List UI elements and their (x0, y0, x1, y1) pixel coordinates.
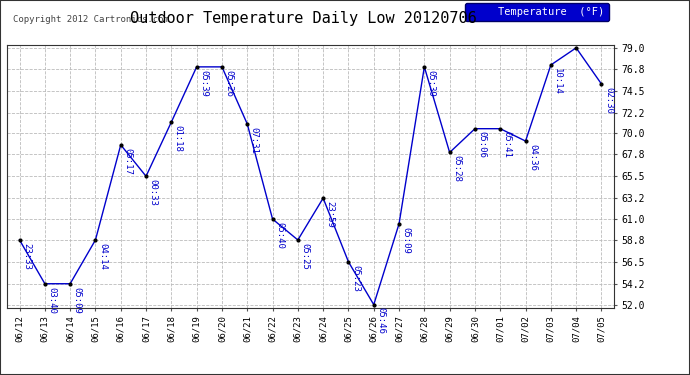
Text: 05:25: 05:25 (300, 243, 309, 270)
Text: 05:28: 05:28 (452, 155, 461, 182)
Text: 05:39: 05:39 (199, 70, 208, 96)
Text: 01:18: 01:18 (174, 125, 183, 152)
Text: 23:33: 23:33 (22, 243, 31, 270)
Text: 05:09: 05:09 (72, 286, 81, 314)
Text: 05:06: 05:06 (477, 132, 486, 158)
Text: 05:41: 05:41 (503, 132, 512, 158)
Text: 10:14: 10:14 (553, 68, 562, 94)
Text: 05:46: 05:46 (376, 308, 385, 334)
Text: 05:39: 05:39 (427, 70, 436, 96)
Text: 05:23: 05:23 (351, 265, 360, 291)
Text: 05:40: 05:40 (275, 222, 284, 249)
Text: 05:09: 05:09 (402, 226, 411, 254)
Text: 05:17: 05:17 (124, 148, 132, 174)
Text: 00:33: 00:33 (148, 179, 157, 206)
Text: Outdoor Temperature Daily Low 20120706: Outdoor Temperature Daily Low 20120706 (130, 11, 477, 26)
Text: 03:40: 03:40 (48, 286, 57, 314)
Legend: Temperature  (°F): Temperature (°F) (465, 3, 609, 21)
Text: 23:59: 23:59 (326, 201, 335, 228)
Text: 02:30: 02:30 (604, 87, 613, 114)
Text: Copyright 2012 Cartronics.com: Copyright 2012 Cartronics.com (13, 15, 169, 24)
Text: 05:26: 05:26 (224, 70, 233, 96)
Text: 04:36: 04:36 (528, 144, 537, 171)
Text: 04:14: 04:14 (98, 243, 107, 270)
Text: 07:31: 07:31 (250, 127, 259, 154)
